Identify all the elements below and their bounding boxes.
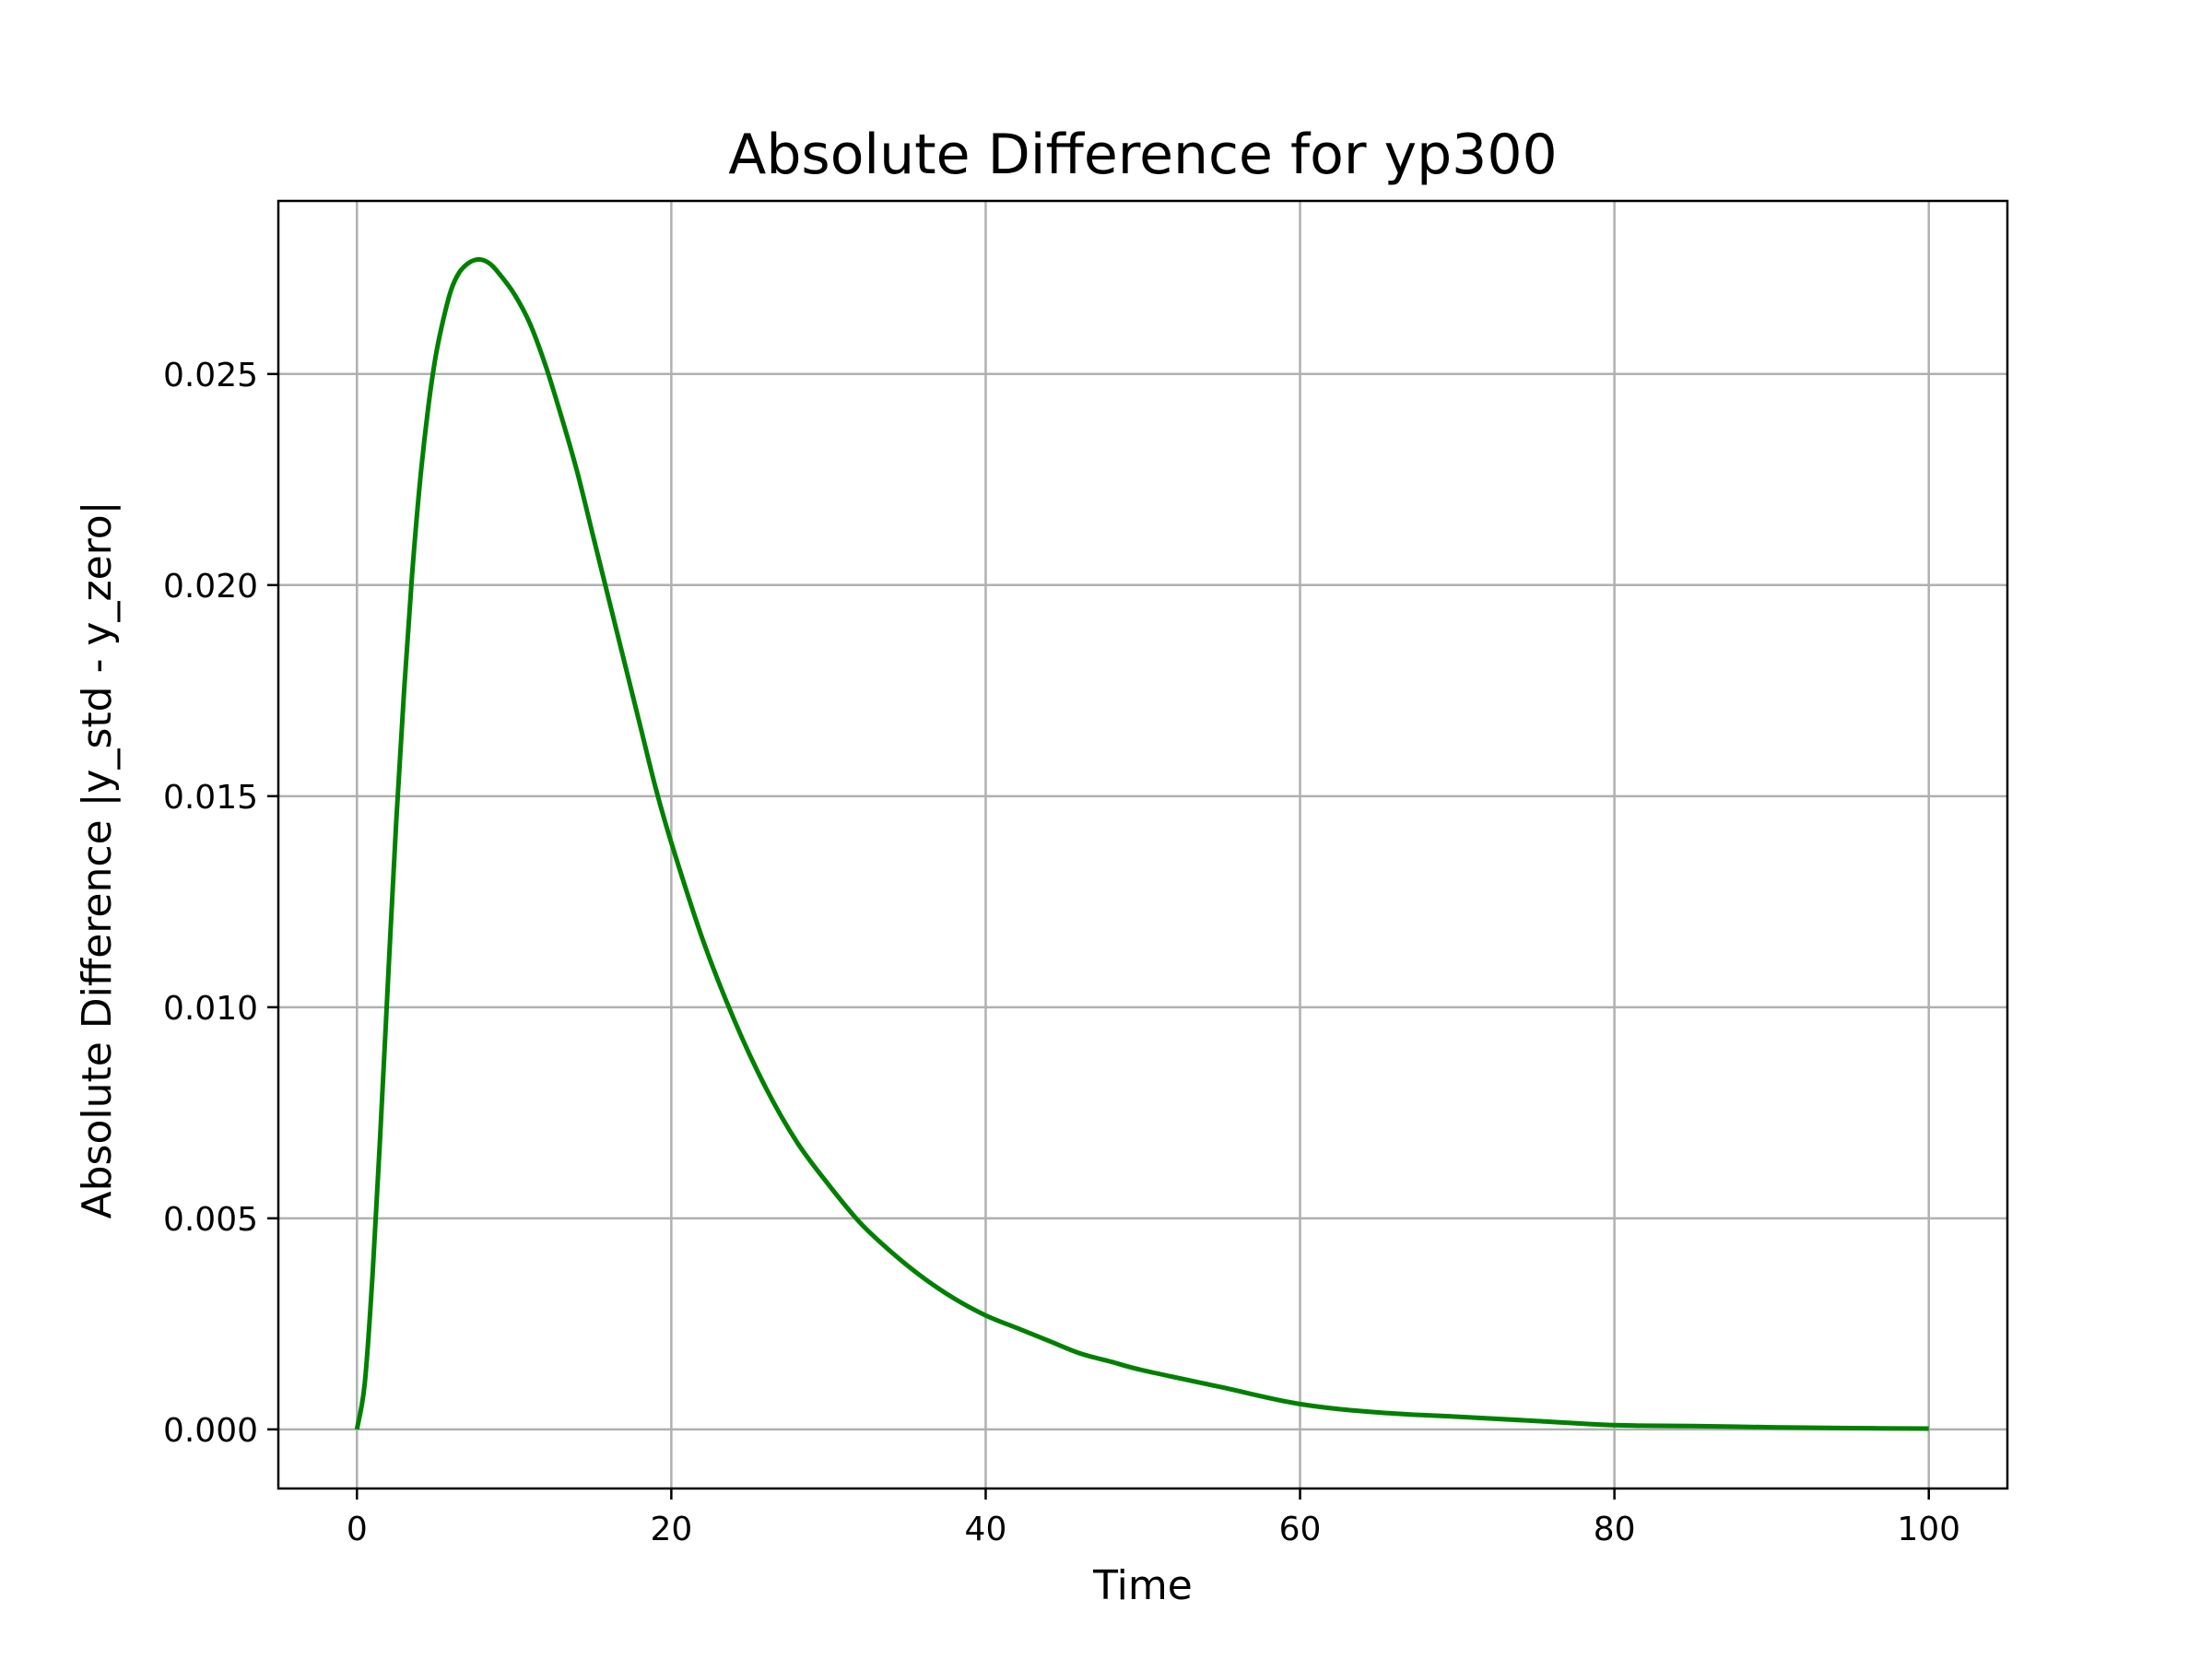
grid xyxy=(278,201,2007,1488)
x-tick-label: 40 xyxy=(965,1511,1007,1548)
x-axis-ticks: 0 20 40 60 80 100 xyxy=(347,1488,1960,1548)
y-axis-label: Absolute Difference |y_std - y_zero| xyxy=(74,500,121,1218)
series-line xyxy=(354,257,1929,1431)
x-tick-label: 20 xyxy=(650,1511,692,1548)
y-axis-ticks: 0.000 0.005 0.010 0.015 0.020 0.025 xyxy=(163,357,278,1450)
y-tick-label: 0.010 xyxy=(163,990,258,1028)
y-tick-label: 0.025 xyxy=(163,357,258,394)
y-tick-label: 0.015 xyxy=(163,779,258,817)
x-tick-label: 100 xyxy=(1897,1511,1960,1548)
x-tick-label: 80 xyxy=(1594,1511,1636,1548)
y-tick-label: 0.005 xyxy=(163,1201,258,1239)
x-axis-label: Time xyxy=(1092,1562,1193,1609)
series-layer xyxy=(354,257,1929,1431)
y-tick-label: 0.020 xyxy=(163,568,258,606)
x-tick-label: 60 xyxy=(1279,1511,1322,1548)
y-tick-label: 0.000 xyxy=(163,1412,258,1450)
x-tick-label: 0 xyxy=(347,1511,368,1548)
chart-title: Absolute Difference for yp300 xyxy=(728,123,1557,187)
plot-frame xyxy=(276,199,2009,1490)
